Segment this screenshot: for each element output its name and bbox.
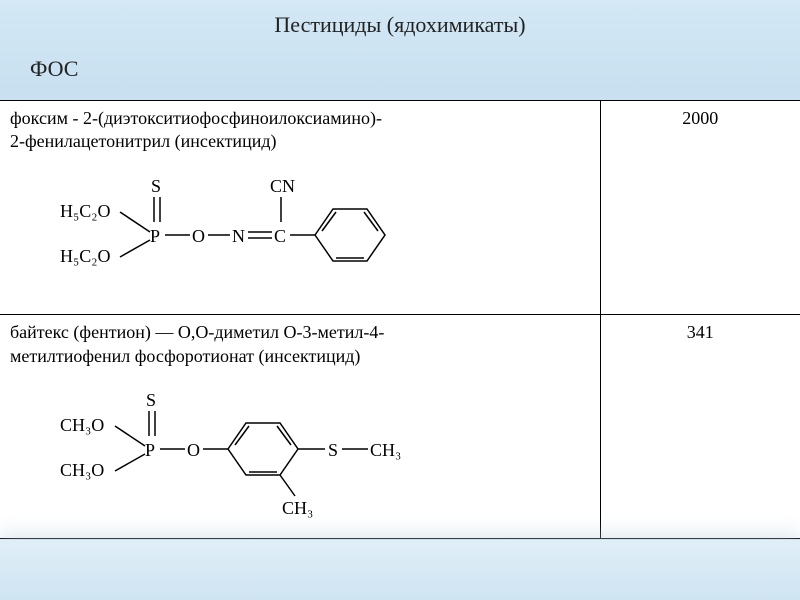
ld50-value: 2000 <box>682 108 718 128</box>
compound-desc-line: байтекс (фентион) — О,О-диметил О-3-мети… <box>10 321 590 344</box>
group-label: H₅C₂O <box>60 201 111 221</box>
phenyl-ring-icon <box>228 423 298 475</box>
compound-desc-line: метилтиофенил фосфоротионат (инсектицид) <box>10 345 590 368</box>
value-cell: 341 <box>600 315 800 539</box>
atom-label: O <box>192 226 205 246</box>
group-label: CH₃ <box>282 498 313 518</box>
pesticide-table: фоксим - 2-(диэтокситиофосфиноилоксиамин… <box>0 100 800 539</box>
page-title: Пестициды (ядохимикаты) <box>0 0 800 38</box>
group-label: CN <box>270 176 295 196</box>
group-label: H₅C₂O <box>60 246 111 266</box>
group-label: CH₃O <box>60 415 104 435</box>
group-label: CH₃ <box>370 440 401 460</box>
atom-label: C <box>274 226 286 246</box>
table-row: фоксим - 2-(диэтокситиофосфиноилоксиамин… <box>0 101 800 315</box>
compound-cell: байтекс (фентион) — О,О-диметил О-3-мети… <box>0 315 600 539</box>
compound-desc-line: фоксим - 2-(диэтокситиофосфиноилоксиамин… <box>10 107 590 130</box>
value-cell: 2000 <box>600 101 800 315</box>
compound-cell: фоксим - 2-(диэтокситиофосфиноилоксиамин… <box>0 101 600 315</box>
ld50-value: 341 <box>687 322 714 342</box>
atom-label: N <box>232 226 245 246</box>
slide: Пестициды (ядохимикаты) ФОС фоксим - 2-(… <box>0 0 800 600</box>
atom-label: P <box>145 440 155 460</box>
atom-label: S <box>328 440 338 460</box>
compound-desc-line: 2-фенилацетонитрил (инсектицид) <box>10 130 590 153</box>
chemical-structure: H₅C₂O H₅C₂O P S <box>50 162 590 308</box>
atom-label: P <box>150 226 160 246</box>
phenyl-ring-icon <box>315 209 385 261</box>
page-subtitle: ФОС <box>0 38 800 82</box>
atom-label: S <box>151 176 161 196</box>
table-row: байтекс (фентион) — О,О-диметил О-3-мети… <box>0 315 800 539</box>
atom-label: O <box>187 440 200 460</box>
footer-gradient <box>0 540 800 600</box>
atom-label: S <box>146 390 156 410</box>
group-label: CH₃O <box>60 460 104 480</box>
chemical-structure: CH₃O CH₃O P S O <box>50 376 590 532</box>
